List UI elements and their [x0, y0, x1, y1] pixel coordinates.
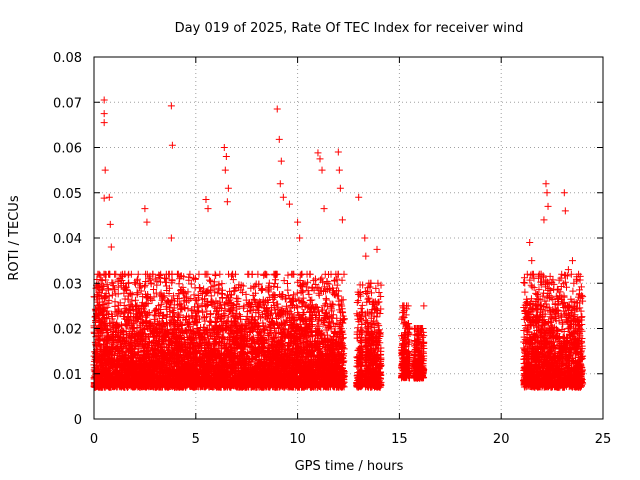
- data-points: [90, 96, 587, 391]
- data-point: [152, 289, 160, 297]
- data-point: [211, 288, 219, 296]
- data-point: [333, 281, 341, 289]
- data-point: [157, 270, 165, 278]
- data-point: [191, 275, 199, 283]
- data-point: [265, 279, 273, 287]
- data-point: [318, 274, 326, 282]
- data-point: [284, 286, 292, 294]
- data-point: [195, 270, 203, 278]
- data-point: [170, 292, 178, 300]
- data-point: [310, 277, 318, 285]
- data-point: [228, 310, 236, 318]
- data-point: [153, 281, 161, 289]
- data-point: [108, 291, 116, 299]
- data-point: [134, 270, 142, 278]
- data-point: [207, 277, 215, 285]
- data-point: [239, 304, 247, 312]
- data-point: [131, 296, 139, 304]
- data-point: [190, 291, 198, 299]
- data-point: [228, 272, 236, 280]
- data-point: [132, 280, 140, 288]
- data-point: [274, 283, 282, 291]
- data-point: [188, 314, 196, 322]
- data-point: [258, 286, 266, 294]
- data-point: [322, 295, 330, 303]
- data-point: [184, 305, 192, 313]
- data-point: [319, 278, 327, 286]
- data-point: [216, 270, 224, 278]
- data-point: [270, 283, 278, 291]
- data-point: [293, 289, 301, 297]
- data-point: [218, 294, 226, 302]
- data-point: [187, 294, 195, 302]
- data-point: [258, 286, 266, 294]
- data-point: [229, 276, 237, 284]
- data-point: [326, 285, 334, 293]
- data-point: [191, 303, 199, 311]
- data-point: [102, 293, 110, 301]
- data-point: [187, 306, 195, 314]
- data-point: [271, 280, 279, 288]
- data-point: [98, 277, 106, 285]
